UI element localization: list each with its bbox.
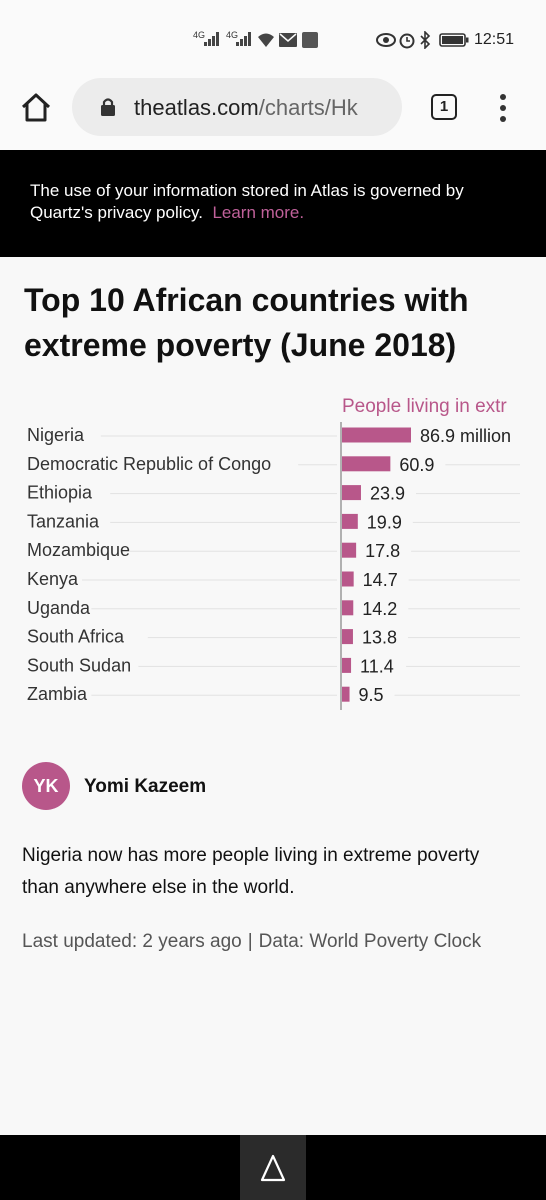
category-label: Ethiopia: [27, 483, 93, 503]
value-label: 11.4: [360, 656, 394, 676]
article-meta: Last updated: 2 years ago | Data: World Po…: [22, 926, 522, 958]
category-label: South Sudan: [27, 655, 131, 675]
home-icon[interactable]: [20, 92, 52, 122]
value-label: 14.2: [362, 599, 397, 619]
bar: [342, 427, 411, 443]
signal-2-icon: [236, 32, 252, 46]
alarm-icon: [399, 33, 415, 49]
privacy-banner: The use of your information stored in At…: [0, 150, 546, 257]
clock: 12:51: [473, 31, 514, 48]
signal-1-icon: [204, 32, 220, 46]
value-label: 13.8: [362, 628, 397, 648]
lock-icon: [101, 98, 115, 116]
privacy-text: The use of your information stored in At…: [30, 181, 464, 222]
value-label: 19.9: [367, 512, 402, 532]
wifi-icon: [258, 33, 274, 47]
value-label: 14.7: [363, 570, 398, 590]
value-label: 60.9: [399, 455, 434, 475]
bar: [342, 571, 354, 587]
meta-separator: |: [247, 931, 253, 952]
value-label: 9.5: [359, 685, 384, 705]
bluetooth-icon: [420, 31, 431, 49]
bottom-bar: [0, 1135, 546, 1200]
avatar[interactable]: YK: [22, 762, 70, 810]
bar: [342, 629, 353, 645]
bar: [342, 542, 357, 558]
tab-switcher-button[interactable]: 1: [431, 94, 457, 120]
category-label: Mozambique: [27, 540, 130, 560]
category-label: Uganda: [27, 598, 91, 618]
learn-more-link[interactable]: Learn more.: [212, 203, 305, 222]
data-source: Data: World Poverty Clock: [258, 931, 482, 952]
bar: [342, 657, 352, 673]
value-label: 23.9: [370, 484, 405, 504]
kebab-menu-icon[interactable]: [498, 94, 508, 122]
battery-icon: [439, 33, 469, 47]
mail-icon: [279, 33, 297, 47]
category-label: Kenya: [27, 569, 79, 589]
network-type-1: 4G: [193, 30, 206, 40]
category-label: South Africa: [27, 627, 125, 647]
bar: [342, 513, 358, 529]
value-label: 86.9 million: [420, 426, 511, 446]
bar: [342, 686, 350, 702]
bar: [342, 600, 354, 616]
url-text: theatlas.com/charts/Hk: [134, 95, 358, 120]
atlas-logo-icon: [260, 1154, 286, 1182]
bar-chart: People living in extr Nigeria 86.9 million…: [27, 396, 520, 710]
address-bar[interactable]: theatlas.com/charts/Hk: [72, 78, 402, 136]
network-type-2: 4G: [226, 30, 239, 40]
category-label: Tanzania: [27, 511, 100, 531]
category-label: Zambia: [27, 684, 88, 704]
browser-toolbar: theatlas.com/charts/Hk 1: [0, 60, 546, 150]
bar: [342, 456, 391, 472]
bar: [342, 485, 361, 501]
eye-icon: [376, 33, 396, 47]
last-updated: Last updated: 2 years ago: [22, 931, 242, 952]
author-name[interactable]: Yomi Kazeem: [84, 776, 207, 797]
column-header: People living in extr: [342, 396, 507, 417]
article-summary: Nigeria now has more people living in ex…: [22, 845, 480, 898]
atlas-logo-button[interactable]: [240, 1135, 306, 1200]
value-label: 17.8: [365, 541, 400, 561]
chart-title: Top 10 African countries with extreme po…: [24, 282, 469, 363]
category-label: Democratic Republic of Congo: [27, 454, 271, 474]
status-bar: 4G 4G 12:51: [0, 0, 546, 60]
category-label: Nigeria: [27, 425, 85, 445]
hms-icon: [302, 32, 318, 48]
